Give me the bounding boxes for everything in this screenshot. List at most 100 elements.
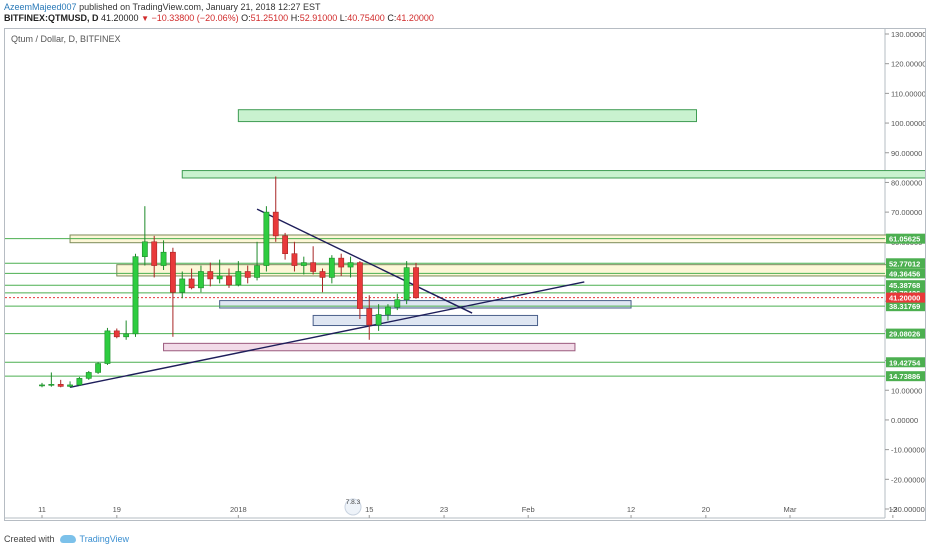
zone-box-yellow — [116, 264, 925, 277]
candle-body — [188, 278, 195, 289]
price-tick-label: 10.00000 — [891, 386, 922, 395]
candle-body — [347, 262, 354, 268]
created-with-text: Created with — [4, 534, 55, 544]
candle-body — [226, 275, 232, 286]
trendline — [256, 208, 473, 314]
level-price-tag — [886, 280, 925, 291]
price-tick-label: 90.00000 — [891, 149, 922, 158]
level-price-tag — [886, 258, 925, 269]
candle-body — [57, 384, 64, 387]
zone-box-blue — [312, 314, 539, 327]
low-label: L: — [339, 13, 348, 23]
candle-body — [123, 333, 130, 338]
watermark-icon — [344, 498, 362, 516]
time-tick-label: 20 — [702, 505, 710, 514]
candle-body — [39, 384, 45, 387]
candle-body — [141, 241, 148, 257]
tradingview-cloud-icon — [59, 535, 76, 543]
level-price-label: 19.42754 — [889, 358, 921, 367]
author-link[interactable]: AzeemMajeed007 — [4, 2, 77, 12]
candle-body — [356, 262, 363, 309]
price-tick-label: 130.00000 — [891, 30, 925, 39]
candle-body — [235, 271, 242, 286]
last-price-label: 41.20000 — [889, 294, 920, 303]
time-tick-label: 11 — [38, 505, 46, 514]
candle-body — [151, 241, 158, 266]
price-tick-label: 0.00000 — [891, 416, 918, 425]
candle-body — [403, 267, 410, 301]
open-value: 51.25100 — [250, 13, 289, 23]
low-value: 40.75400 — [347, 13, 385, 23]
level-price-label: 38.31769 — [889, 302, 920, 311]
chart-title: Qtum / Dollar, D, BITFINEX — [11, 34, 121, 44]
price-tick-label: 110.00000 — [891, 89, 925, 98]
candle-body — [319, 271, 326, 278]
candle-body — [170, 251, 176, 293]
candle-body — [291, 253, 298, 266]
open-label: O: — [241, 13, 251, 23]
zone-box-green — [237, 109, 697, 123]
publish-header: AzeemMajeed007 published on TradingView.… — [4, 2, 321, 13]
candle-body — [272, 211, 279, 237]
change-value: −10.33800 (−20.06%) — [151, 13, 239, 23]
candle-body — [113, 330, 120, 338]
zone-box-green — [181, 170, 925, 179]
candle-body — [328, 257, 335, 278]
time-tick-label: 12 — [627, 505, 635, 514]
high-value: 52.91000 — [299, 13, 338, 23]
time-tick-label: Mar — [784, 505, 797, 514]
level-price-tag — [886, 371, 925, 382]
level-price-label: 14.73886 — [889, 372, 920, 381]
candle-body — [263, 211, 270, 266]
price-chart[interactable]: Qtum / Dollar, D, BITFINEX 130.00000120.0… — [5, 29, 925, 520]
trendline — [69, 281, 585, 388]
footer: Created with TradingView — [4, 534, 129, 544]
high-label: H: — [290, 13, 300, 23]
tradingview-brand[interactable]: TradingView — [79, 534, 130, 544]
candle-body — [375, 314, 382, 326]
level-price-label: 29.08026 — [889, 330, 920, 339]
time-tick-label: 19 — [113, 505, 121, 514]
level-price-tag — [886, 328, 925, 339]
close-label: C: — [387, 13, 397, 23]
time-tick-label: 12 — [889, 505, 897, 514]
candle-body — [132, 256, 139, 335]
time-tick-label: Feb — [522, 505, 535, 514]
price-tick-label: 80.00000 — [891, 178, 922, 187]
level-price-tag — [886, 301, 925, 312]
candle-body — [300, 262, 307, 266]
candle-body — [338, 257, 345, 268]
candle-body — [67, 384, 73, 387]
last-price-value: 41.20000 — [101, 13, 139, 23]
chart-frame[interactable]: Qtum / Dollar, D, BITFINEX 130.00000 120.0… — [4, 28, 926, 521]
price-tick-label: -30.00000 — [891, 505, 925, 514]
published-text: published on TradingView.com, January 21… — [79, 2, 321, 12]
close-value: 41.20000 — [396, 13, 434, 23]
level-price-label: 61.05625 — [889, 235, 920, 244]
price-tick-label: -10.00000 — [891, 446, 925, 455]
level-price-tag — [886, 233, 925, 244]
price-tick-label: -20.00000 — [891, 475, 925, 484]
level-price-tag — [886, 357, 925, 368]
candle-body — [85, 372, 92, 379]
candle-body — [254, 265, 260, 278]
price-tick-label: 120.00000 — [891, 60, 925, 69]
price-tick-label: 70.00000 — [891, 208, 922, 217]
watermark-text: 7.8.3 — [346, 499, 361, 506]
level-price-tag — [886, 268, 925, 279]
level-price-label: 45.38768 — [889, 281, 920, 290]
candle-body — [104, 330, 111, 364]
candle-body — [282, 235, 288, 254]
candle-body — [179, 278, 186, 293]
candle-body — [366, 308, 373, 326]
candle-body — [216, 275, 223, 280]
zone-box-pink — [163, 342, 576, 352]
candle-body — [413, 267, 419, 298]
time-tick-label: 23 — [440, 505, 448, 514]
candle-body — [385, 306, 391, 315]
candle-body — [160, 251, 167, 266]
candle-body — [244, 271, 251, 278]
candle-body — [310, 262, 317, 272]
candle-body — [48, 384, 55, 386]
symbol-ohlc-line: BITFINEX:QTMUSD, D 41.20000 ▼ −10.33800 … — [4, 13, 434, 24]
